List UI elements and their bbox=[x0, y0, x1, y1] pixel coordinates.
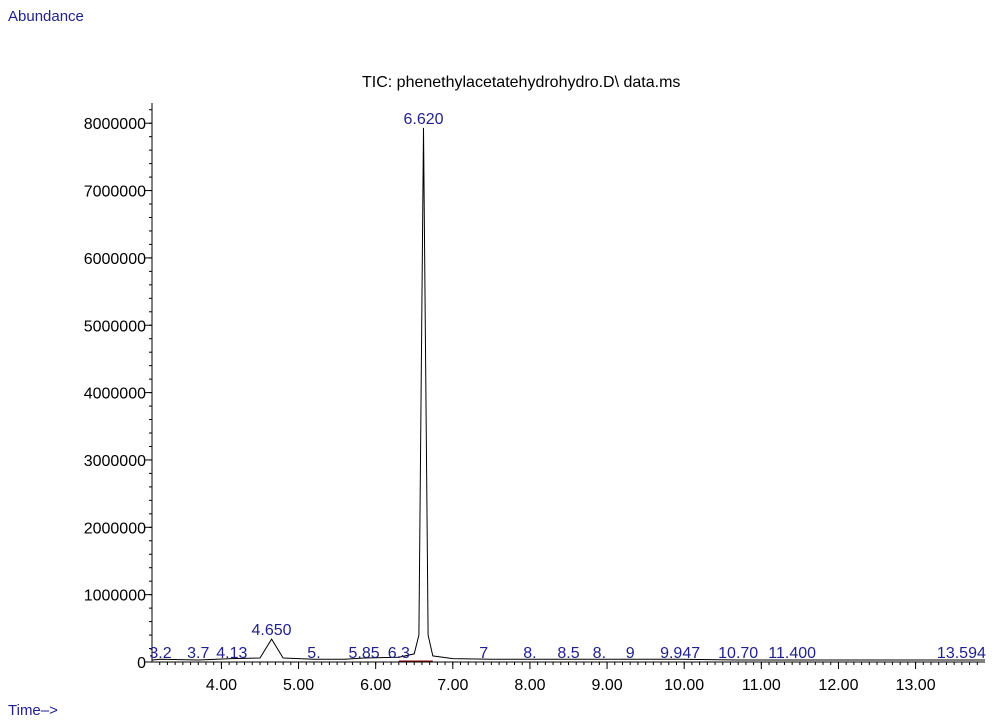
peak-label: 8. bbox=[593, 645, 606, 662]
peak-label: 7 bbox=[479, 645, 488, 662]
peak-label: 10.70 bbox=[718, 645, 758, 662]
peak-label: 11.400 bbox=[768, 645, 816, 662]
y-tick-label: 3000000 bbox=[84, 453, 146, 470]
peak-label: 9.947 bbox=[660, 645, 700, 662]
x-tick-label: 5.00 bbox=[283, 677, 314, 694]
y-tick-label: 4000000 bbox=[84, 386, 146, 403]
y-axis-caption: Abundance bbox=[8, 8, 84, 25]
y-tick-label: 6000000 bbox=[84, 251, 146, 268]
peak-label: 8. bbox=[523, 645, 536, 662]
peak-label: 4.13 bbox=[216, 645, 247, 662]
x-tick-label: 7.00 bbox=[437, 677, 468, 694]
y-tick-label: 1000000 bbox=[84, 588, 146, 605]
x-tick-label: 8.00 bbox=[514, 677, 545, 694]
y-tick-label: 0 bbox=[137, 655, 146, 672]
x-tick-label: 6.00 bbox=[360, 677, 391, 694]
x-axis-caption: Time–> bbox=[8, 702, 58, 719]
y-tick-label: 5000000 bbox=[84, 318, 146, 335]
peak-label: 4.650 bbox=[252, 622, 292, 639]
peak-label: 8.5 bbox=[557, 645, 579, 662]
y-tick-label: 2000000 bbox=[84, 520, 146, 537]
peak-label: 6.620 bbox=[403, 111, 443, 128]
x-tick-label: 4.00 bbox=[206, 677, 237, 694]
x-tick-label: 12.00 bbox=[818, 677, 858, 694]
peak-label: 13.594 bbox=[937, 645, 986, 662]
x-tick-label: 10.00 bbox=[664, 677, 704, 694]
peak-label: 3.7 bbox=[187, 645, 209, 662]
x-tick-label: 9.00 bbox=[591, 677, 622, 694]
peak-label: 9 bbox=[626, 645, 635, 662]
peak-label: 5. bbox=[307, 645, 320, 662]
y-tick-label: 8000000 bbox=[84, 116, 146, 133]
chart-title: TIC: phenethylacetatehydrohydro.D\ data.… bbox=[362, 74, 681, 91]
x-tick-label: 13.00 bbox=[896, 677, 936, 694]
tic-trace bbox=[151, 127, 985, 661]
peak-label: 6.3 bbox=[388, 645, 410, 662]
y-tick-label: 7000000 bbox=[84, 184, 146, 201]
peak-label: 5.85 bbox=[349, 645, 380, 662]
peak-label: 3.2 bbox=[149, 645, 171, 662]
x-tick-label: 11.00 bbox=[742, 677, 781, 694]
